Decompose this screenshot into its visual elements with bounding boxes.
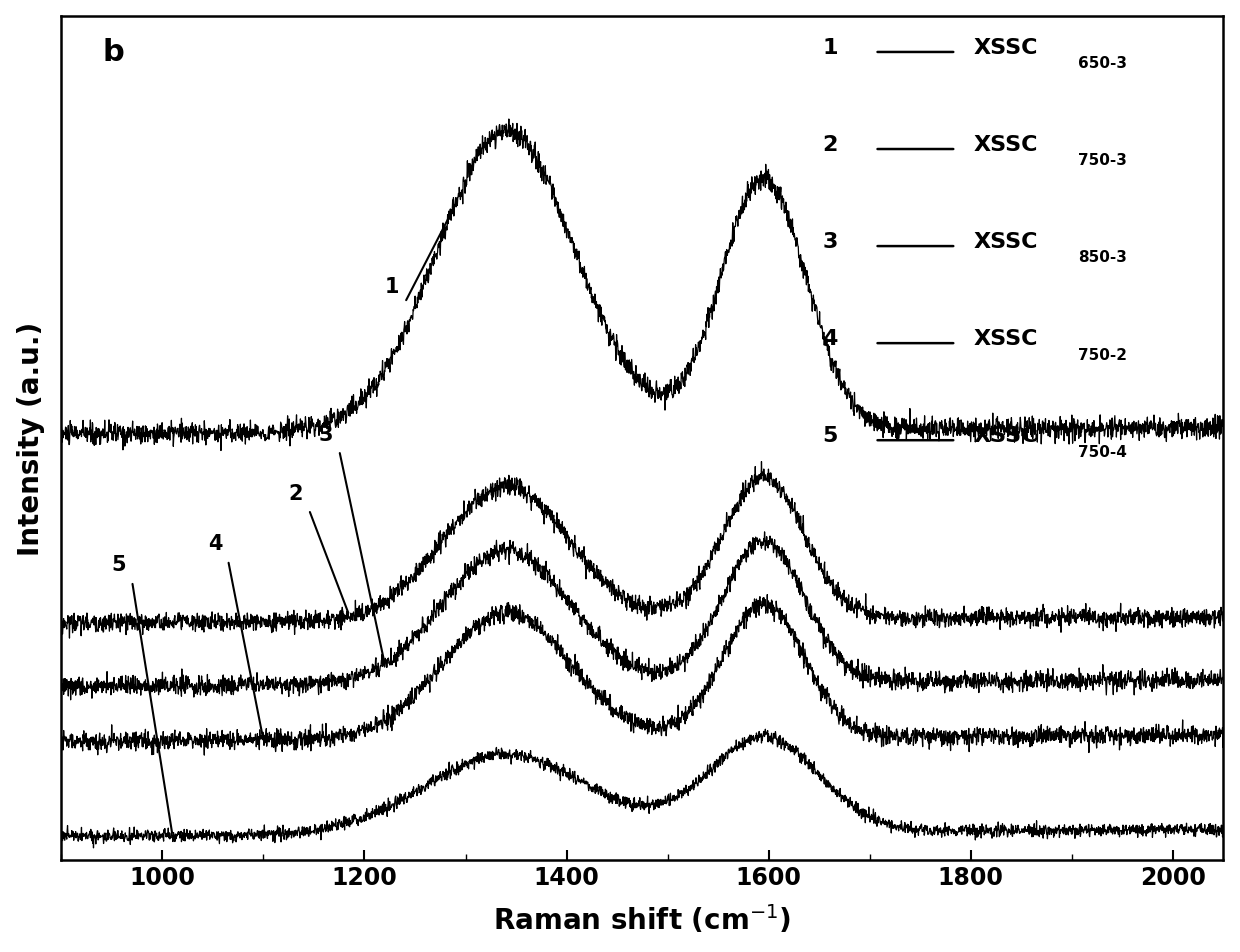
X-axis label: Raman shift (cm$^{-1}$): Raman shift (cm$^{-1}$) [494, 902, 791, 936]
Text: XSSC: XSSC [973, 38, 1038, 58]
Text: 750-2: 750-2 [1078, 347, 1127, 362]
Text: 3: 3 [822, 231, 838, 251]
Text: 750-4: 750-4 [1078, 445, 1127, 459]
Text: 3: 3 [319, 425, 334, 445]
Text: 1: 1 [384, 277, 399, 297]
Text: 850-3: 850-3 [1078, 250, 1127, 266]
Text: 5: 5 [112, 555, 126, 575]
Y-axis label: Intensity (a.u.): Intensity (a.u.) [16, 321, 45, 555]
Text: 2: 2 [822, 134, 838, 154]
Text: 5: 5 [822, 426, 838, 446]
Text: 2: 2 [289, 484, 303, 504]
Text: 750-3: 750-3 [1078, 153, 1127, 169]
Text: 650-3: 650-3 [1078, 56, 1127, 71]
Text: XSSC: XSSC [973, 328, 1038, 348]
Text: XSSC: XSSC [973, 231, 1038, 251]
Text: 4: 4 [208, 534, 222, 554]
Text: XSSC: XSSC [973, 134, 1038, 154]
Text: XSSC: XSSC [973, 426, 1038, 446]
Text: 4: 4 [822, 328, 838, 348]
Text: b: b [102, 38, 124, 67]
Text: 1: 1 [822, 38, 838, 58]
